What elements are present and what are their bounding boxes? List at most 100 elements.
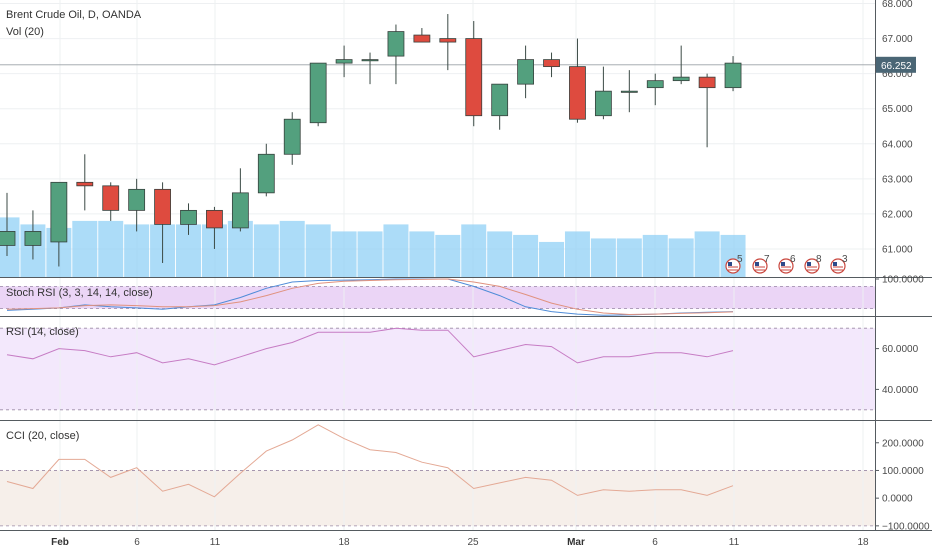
indicator-title: Stoch RSI (3, 3, 14, 14, close) <box>6 287 153 299</box>
candle-body[interactable] <box>439 38 457 43</box>
x-tick-label: 18 <box>338 537 350 548</box>
candle-body[interactable] <box>517 59 534 85</box>
candle-body[interactable] <box>102 185 120 211</box>
volume-label: Vol (20) <box>6 26 44 38</box>
candle-body[interactable] <box>672 76 690 82</box>
price-tick-label: 61.000 <box>882 244 913 255</box>
x-tick-label: 25 <box>467 537 479 548</box>
rsi-line <box>6 327 734 366</box>
candle-body[interactable] <box>335 59 353 64</box>
volume-bar <box>616 238 642 277</box>
volume-bar <box>435 234 461 277</box>
candle-body[interactable] <box>569 66 586 120</box>
candle-body[interactable] <box>361 59 379 62</box>
price-tick-label: 68.000 <box>882 0 913 10</box>
candle-body[interactable] <box>724 62 742 89</box>
candle-body[interactable] <box>543 59 560 68</box>
volume-bar <box>564 231 590 277</box>
band-area <box>0 328 875 410</box>
flag-canton <box>728 262 732 266</box>
indicator-tick-label: 40.0000 <box>882 385 919 396</box>
candle-body[interactable] <box>24 231 42 246</box>
price-tick-label: 62.000 <box>882 209 913 220</box>
candle-body[interactable] <box>620 90 638 93</box>
flag-canton <box>807 262 811 266</box>
x-tick-label: 6 <box>134 537 140 548</box>
indicator-tick-label: 200.0000 <box>882 438 924 449</box>
stoch-line <box>6 278 734 316</box>
volume-bar <box>98 220 124 277</box>
price-tick-label: 65.000 <box>882 104 913 115</box>
price-tick-label: 63.000 <box>882 174 913 185</box>
volume-bar <box>253 224 279 277</box>
us-flag-icon[interactable]: 7 <box>752 254 770 274</box>
x-tick-label: 11 <box>210 537 221 548</box>
flag-count: 3 <box>842 254 848 265</box>
price-tick-label: 67.000 <box>882 34 913 45</box>
candle-body[interactable] <box>698 76 716 89</box>
indicator-tick-label: 0.0000 <box>882 494 913 505</box>
price-tick-label: 66.000 <box>882 69 913 80</box>
volume-bar <box>487 231 513 277</box>
price-tick-label: 64.000 <box>882 139 913 150</box>
cci-line <box>6 424 734 498</box>
candle-body[interactable] <box>206 209 223 229</box>
us-flag-icon[interactable]: 3 <box>830 254 848 274</box>
band-area <box>0 470 875 526</box>
candle-body[interactable] <box>231 192 249 229</box>
candle-body[interactable] <box>76 181 94 187</box>
candle-body[interactable] <box>387 31 405 57</box>
stoch-line <box>6 278 734 316</box>
us-flag-icon[interactable]: 8 <box>804 254 822 274</box>
volume-bar <box>590 238 616 277</box>
indicator-tick-label: 100.0000 <box>882 466 924 477</box>
candle-body[interactable] <box>465 38 483 117</box>
volume-bar <box>357 231 383 277</box>
volume-bar <box>694 231 720 277</box>
chart-title: Brent Crude Oil, D, OANDA <box>6 9 142 21</box>
x-tick-label: 18 <box>857 537 869 548</box>
candle-body[interactable] <box>0 231 16 246</box>
flag-canton <box>755 262 759 266</box>
candle-body[interactable] <box>257 153 275 194</box>
us-flag-icon[interactable]: 5 <box>725 254 743 274</box>
candle-body[interactable] <box>594 90 612 117</box>
volume-bar <box>409 231 435 277</box>
candle-body[interactable] <box>413 34 431 43</box>
flag-canton <box>781 262 785 266</box>
last-price-label: 66.252 <box>881 61 912 72</box>
volume-bar <box>461 224 487 277</box>
candle-body[interactable] <box>50 181 68 243</box>
x-tick-label: 11 <box>729 537 740 548</box>
volume-bar <box>331 231 357 277</box>
candle-body[interactable] <box>309 62 327 124</box>
last-price-tag <box>876 56 916 73</box>
indicator-tick-label: 60.0000 <box>882 344 919 355</box>
volume-bar <box>513 234 539 277</box>
x-tick-label: Mar <box>567 537 585 548</box>
candle-body[interactable] <box>180 209 197 225</box>
volume-bar <box>539 241 565 277</box>
band-area <box>0 286 875 309</box>
flag-canton <box>833 262 837 266</box>
volume-bar <box>279 220 305 277</box>
volume-bar <box>124 224 150 277</box>
x-tick-label: 6 <box>652 537 658 548</box>
indicator-title: CCI (20, close) <box>6 430 79 442</box>
flag-count: 7 <box>764 254 770 265</box>
candle-body[interactable] <box>283 118 301 155</box>
volume-bar <box>0 217 20 277</box>
volume-bar <box>72 220 98 277</box>
flag-count: 6 <box>790 254 796 265</box>
candle-body[interactable] <box>128 188 146 211</box>
candle-body[interactable] <box>154 188 171 225</box>
volume-bar <box>305 224 331 277</box>
indicator-title: RSI (14, close) <box>6 326 79 338</box>
us-flag-icon[interactable]: 6 <box>778 254 796 274</box>
candle-body[interactable] <box>646 80 664 89</box>
flag-count: 8 <box>816 254 822 265</box>
indicator-tick-label: 100.0000 <box>882 275 924 286</box>
candle-body[interactable] <box>491 83 509 117</box>
